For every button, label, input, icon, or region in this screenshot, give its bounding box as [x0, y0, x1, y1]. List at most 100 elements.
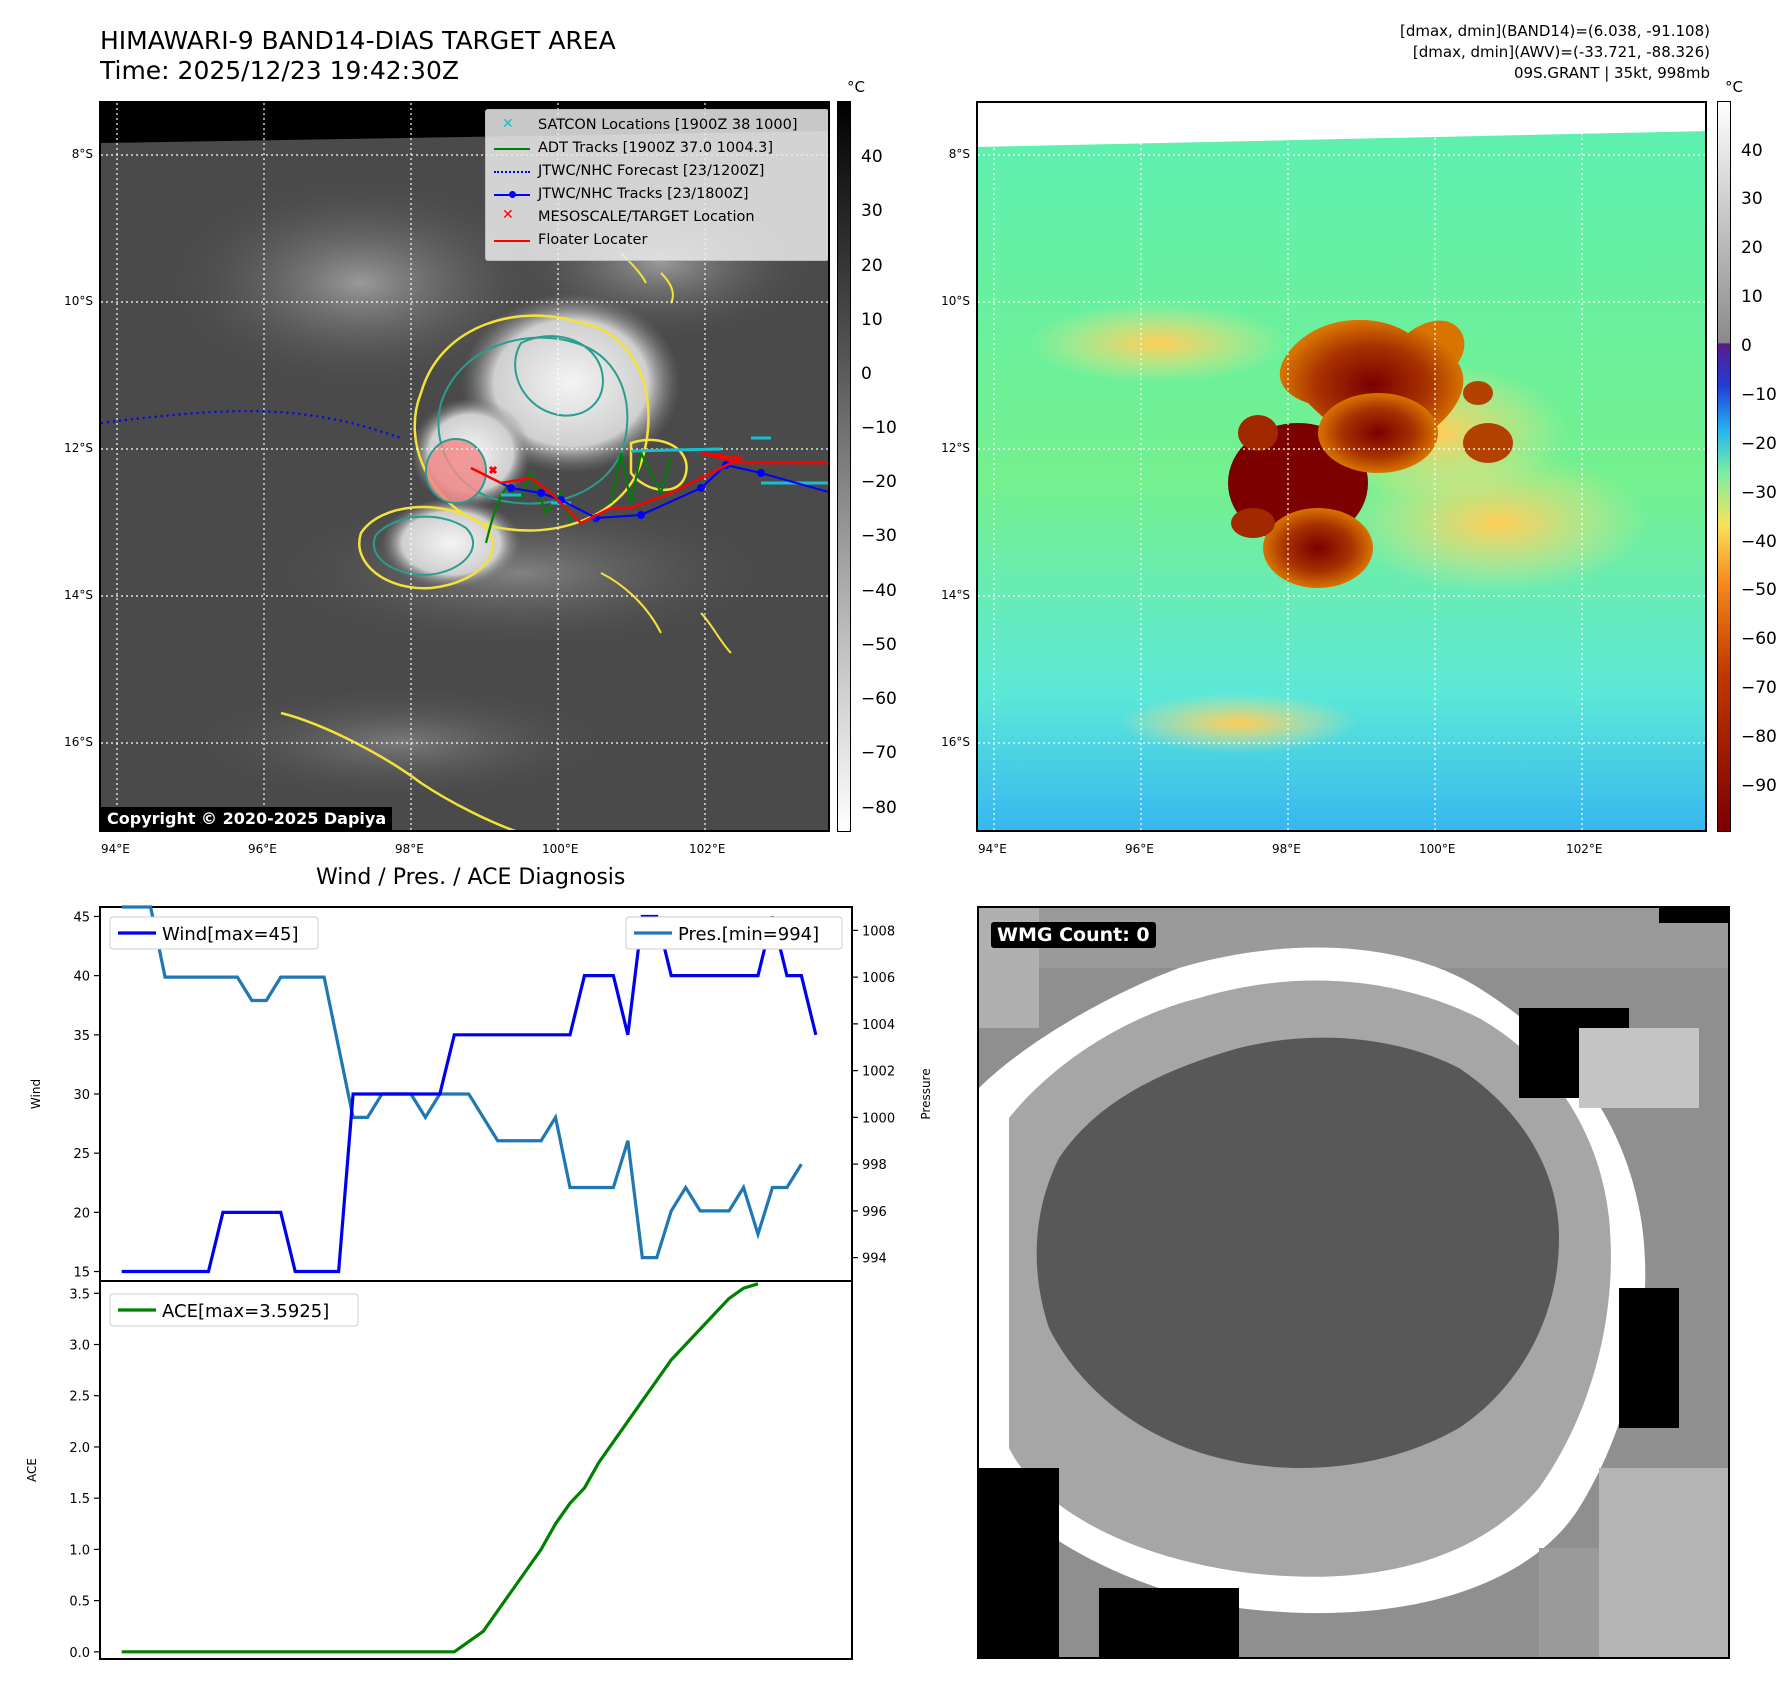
chart-frame: [99, 1280, 853, 1660]
y2-tick-label: 1008: [862, 924, 895, 939]
colorbar-tick-label: −40: [861, 581, 897, 601]
y-tick-label: 1.0: [69, 1543, 90, 1558]
y2-tick-label: 998: [862, 1158, 887, 1173]
ace-legend-box: [109, 1293, 359, 1327]
info-storm-name: 09S.GRANT | 35kt, 998mb: [1513, 64, 1710, 82]
map-legend: ✕ SATCON Locations [1900Z 38 1000] ADT T…: [485, 109, 828, 261]
legend-label-tracks: JTWC/NHC Tracks [23/1800Z]: [538, 186, 749, 202]
cross-marker-cyan-icon: ✕: [502, 116, 514, 132]
legend-label-satcon: SATCON Locations [1900Z 38 1000]: [538, 117, 798, 133]
colorbar-tick-label: −90: [1741, 776, 1777, 796]
copyright-label: Copyright © 2020-2025 Dapiya: [101, 807, 393, 830]
lat-label: 12°S: [941, 441, 970, 455]
wind-series-line: [121, 914, 818, 1274]
y-tick-label: 30: [73, 1088, 90, 1103]
lon-label: 94°E: [101, 842, 130, 856]
lon-label: 98°E: [1272, 842, 1301, 856]
legend-label-forecast: JTWC/NHC Forecast [23/1200Z]: [538, 163, 765, 179]
legend-label-floater: Floater Locater: [538, 232, 648, 248]
colorbar-tick-label: 20: [861, 256, 883, 276]
colorbar-tick-label: 40: [861, 147, 883, 167]
lat-label: 10°S: [64, 294, 93, 308]
lon-label: 100°E: [1419, 842, 1456, 856]
ace-legend-label: ACE[max=3.5925]: [162, 1301, 329, 1322]
lon-label: 96°E: [248, 842, 277, 856]
colorbar-tick-label: −10: [1741, 385, 1777, 405]
colorbar-tick-label: 10: [861, 310, 883, 330]
right-colorbar: [1717, 101, 1731, 832]
colorbar-tick-label: 30: [1741, 189, 1763, 209]
floater-locater-line: [470, 451, 828, 525]
page-title: HIMAWARI-9 BAND14-DIAS TARGET AREA: [100, 26, 616, 55]
lat-label: 14°S: [64, 588, 93, 602]
y2-tick-label: 1002: [862, 1065, 895, 1080]
jtwc-track-line: [470, 463, 828, 520]
colorbar-tick-label: 20: [1741, 238, 1763, 258]
y2-tick-label: 1000: [862, 1111, 895, 1126]
colorbar-tick-label: 30: [861, 201, 883, 221]
legend-label-target: MESOSCALE/TARGET Location: [538, 209, 755, 225]
line-green-icon: [494, 148, 530, 150]
dot-blue-icon: [509, 191, 516, 198]
diagnosis-title: Wind / Pres. / ACE Diagnosis: [316, 865, 626, 890]
colorbar-tick-label: 40: [1741, 141, 1763, 161]
lon-label: 102°E: [1566, 842, 1603, 856]
y-tick-label: 2.0: [69, 1441, 90, 1456]
lat-label: 10°S: [941, 294, 970, 308]
colorbar-tick-label: −70: [861, 743, 897, 763]
info-band14-range: [dmax, dmin](BAND14)=(6.038, -91.108): [1399, 22, 1710, 40]
lon-label: 102°E: [689, 842, 726, 856]
right-colorbar-unit: °C: [1725, 78, 1743, 96]
left-colorbar: [837, 101, 851, 832]
lat-label: 8°S: [71, 147, 93, 161]
y-tick-label: 0.5: [69, 1595, 90, 1610]
y-tick-label: 3.5: [69, 1287, 90, 1302]
colorbar-tick-label: −50: [1741, 580, 1777, 600]
colorbar-tick-label: −30: [1741, 483, 1777, 503]
lon-label: 98°E: [395, 842, 424, 856]
colorbar-tick-label: −40: [1741, 532, 1777, 552]
info-awv-range: [dmax, dmin](AWV)=(-33.721, -88.326): [1412, 43, 1710, 61]
colorbar-tick-label: −20: [1741, 434, 1777, 454]
colorbar-tick-label: −60: [1741, 629, 1777, 649]
y-tick-label: 45: [73, 910, 90, 925]
lat-label: 16°S: [64, 735, 93, 749]
awv-color-map: [976, 101, 1707, 832]
ace-series-line: [121, 1282, 759, 1654]
colorbar-tick-label: −70: [1741, 678, 1777, 698]
wind-pressure-chart: 15 20 25 30 35 40 45 994 996 998 1000 1002 1004 1006 1…: [29, 905, 933, 1282]
y-tick-label: 40: [73, 970, 90, 985]
lat-label: 12°S: [64, 441, 93, 455]
chart-frame: [99, 906, 853, 1282]
y2-axis-label: Pressure: [919, 1068, 933, 1119]
y2-tick-label: 996: [862, 1205, 887, 1220]
colorbar-tick-label: 0: [861, 364, 872, 384]
colorbar-tick-label: −60: [861, 689, 897, 709]
colorbar-tick-label: −30: [861, 526, 897, 546]
y-tick-label: 2.5: [69, 1390, 90, 1405]
lat-label: 16°S: [941, 735, 970, 749]
cross-marker-red-icon: ✕: [502, 207, 514, 223]
ace-chart: 0.0 0.5 1.0 1.5 2.0 2.5 3.0 3.5 ACE ACE[max=3.592…: [25, 1280, 853, 1661]
pressure-legend-box: [625, 916, 843, 950]
lat-label: 8°S: [948, 147, 970, 161]
colorbar-tick-label: −10: [861, 418, 897, 438]
y-tick-label: 0.0: [69, 1646, 90, 1661]
dotted-line-blue-icon: [494, 171, 530, 173]
y2-tick-label: 1004: [862, 1018, 895, 1033]
pressure-legend-label: Pres.[min=994]: [678, 924, 819, 945]
legend-label-adt: ADT Tracks [1900Z 37.0 1004.3]: [538, 140, 774, 156]
colorbar-tick-label: 0: [1741, 336, 1752, 356]
timestamp: Time: 2025/12/23 19:42:30Z: [100, 56, 459, 85]
lon-label: 100°E: [542, 842, 579, 856]
y-tick-label: 35: [73, 1029, 90, 1044]
y-axis-label: ACE: [25, 1458, 39, 1482]
ir-satellite-map: ✕ SATCON Locations [1900Z 38 1000] ADT T…: [99, 101, 830, 832]
colorbar-tick-label: 10: [1741, 287, 1763, 307]
y-tick-label: 3.0: [69, 1339, 90, 1354]
y-tick-label: 1.5: [69, 1492, 90, 1507]
lon-label: 96°E: [1125, 842, 1154, 856]
y-tick-label: 20: [73, 1206, 90, 1221]
wmg-count-badge: WMG Count: 0: [991, 922, 1156, 948]
